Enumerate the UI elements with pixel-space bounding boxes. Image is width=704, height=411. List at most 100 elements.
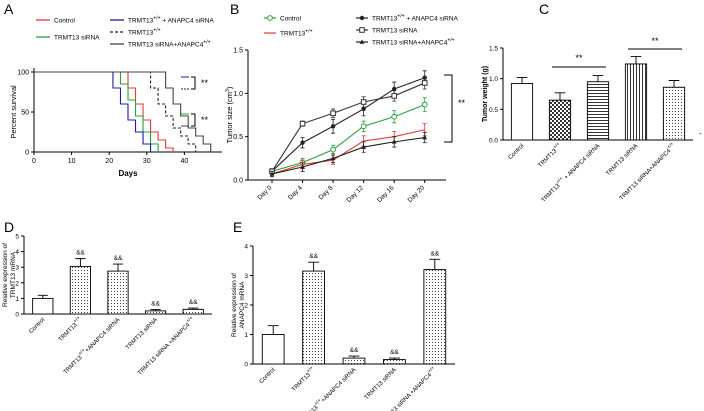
y-tick-label: 3 xyxy=(244,273,248,280)
x-tick-label-4: TRMT13 siRNA +ANAPC4+/+ xyxy=(377,365,439,411)
marker-2 xyxy=(361,106,366,112)
series-line-1 xyxy=(271,129,425,175)
y-axis-title-line2: ANAPC4 mRNA xyxy=(239,281,246,329)
y-tick-label: 1.0 xyxy=(233,91,243,98)
bar-3 xyxy=(624,63,648,141)
marker-0 xyxy=(391,113,398,120)
error-bar-0 xyxy=(267,325,279,335)
bar-1 xyxy=(548,99,572,141)
x-tick-label-0: Control xyxy=(259,367,277,385)
survival-line-4 xyxy=(34,71,212,152)
y-axis-title: Tumor weight (g) xyxy=(482,66,489,122)
stray-mark: - xyxy=(699,129,702,138)
y-tick-label: 3 xyxy=(15,265,19,272)
x-tick-label: 40 xyxy=(181,158,189,165)
y-tick-label: 0.0 xyxy=(233,178,243,185)
panel-a-letter: A xyxy=(4,1,14,17)
marker-legend-3 xyxy=(359,27,365,33)
error-bar-2 xyxy=(348,355,360,359)
bar-2 xyxy=(342,357,366,365)
bar-1 xyxy=(302,270,325,365)
panel-b-tumor-size-chart: B 0.0 0.5 1.0 1.5 Day 0 Day 4 Day 8 Day 12 Day 16… xyxy=(225,1,466,204)
sig-label: ** xyxy=(458,98,466,108)
x-tick-label-2: TRMT13+/++ANAPC4 siRNA xyxy=(61,315,122,376)
series-line-4 xyxy=(271,136,425,175)
panel-e-letter: E xyxy=(233,219,242,235)
error-bar-3 xyxy=(630,56,642,64)
marker-0 xyxy=(330,146,336,153)
marker-4 xyxy=(300,164,305,169)
bar-annotation-1: && xyxy=(309,253,318,260)
x-tick-label: Day 0 xyxy=(256,184,273,201)
y-tick-label: 1.0 xyxy=(489,76,498,83)
panel-d-letter: D xyxy=(4,219,14,235)
sig-label: ** xyxy=(651,36,659,46)
legend-label-4: TRMT13 siRNA+ANAPC4+/+ xyxy=(372,38,455,47)
y-axis-title-line1: Relative expression of xyxy=(231,273,238,337)
y-tick-label: 100 xyxy=(17,70,29,77)
panel-d-trmt13-expression-chart: D 0 1 2 3 4 5 Control && TRMT13+/+ && TRMT13+/++ANA… xyxy=(2,219,212,377)
legend-label-1: TRMT13 siRNA xyxy=(54,35,100,42)
y-tick-label: 0 xyxy=(244,362,248,369)
y-tick-label: 0.5 xyxy=(233,134,243,141)
error-bar-1 xyxy=(75,258,86,267)
y-tick-label: 2 xyxy=(15,280,19,287)
x-tick-label-3: TRMT13 siRNA xyxy=(125,317,159,351)
marker-2 xyxy=(300,140,305,145)
panel-c-letter: C xyxy=(539,1,549,17)
x-tick-label-3: TRMT13 siRNA xyxy=(605,143,639,177)
y-tick-label: 4 xyxy=(15,249,19,256)
error-bar-2 xyxy=(592,75,604,82)
bar-annotation-3: && xyxy=(390,349,399,356)
survival-line-0 xyxy=(34,71,174,152)
sig-label: ** xyxy=(201,78,209,88)
bar-annotation-4: && xyxy=(189,299,198,306)
marker-legend-2 xyxy=(359,15,365,21)
bar-3 xyxy=(144,310,167,315)
marker-2 xyxy=(391,86,397,92)
x-tick-label-1: TRMT13+/+ xyxy=(535,141,563,169)
bar-4 xyxy=(182,308,204,315)
y-axis-title-line2: TRMT13 mRNA xyxy=(10,251,17,298)
bar-0 xyxy=(261,334,285,365)
marker-4 xyxy=(330,155,336,161)
panel-c-tumor-weight-chart: C 0.0 0.5 1.0 1.5 Control TRMT13+/+TRMT13+/+ +… xyxy=(482,1,702,204)
panel-a-survival-chart: A 0 10 20 30 40 0 50 100 Days Percent survival Cont… xyxy=(4,1,222,178)
x-tick-label-1: TRMT13+/+ xyxy=(56,315,84,343)
x-tick-label: Day 16 xyxy=(376,184,396,204)
survival-line-1 xyxy=(34,71,159,152)
x-tick-label: Day 4 xyxy=(287,184,304,201)
error-bar-4 xyxy=(668,80,680,88)
bar-4 xyxy=(662,86,686,141)
x-tick-label-2: TRMT13+/++ANAPC4 siRNA xyxy=(297,365,358,411)
bar-annotation-2: && xyxy=(114,255,123,262)
x-tick-label: 10 xyxy=(68,158,76,165)
x-tick-label-1: TRMT13+/+ xyxy=(289,365,317,393)
x-tick-label: Day 20 xyxy=(407,184,427,204)
marker-legend-0 xyxy=(267,15,273,21)
y-tick-label: 5 xyxy=(15,234,19,241)
sig-bracket xyxy=(444,74,453,143)
legend-label-3: TRMT13 siRNA xyxy=(372,28,418,35)
marker-3 xyxy=(299,120,306,127)
marker-3 xyxy=(391,93,397,99)
x-tick-label-3: TRMT13 siRNA xyxy=(364,367,398,401)
x-tick-label: 20 xyxy=(105,158,113,165)
y-axis-title: Tumor size (cm3) xyxy=(225,86,234,143)
legend-label-2: TRMT13+/+ + ANAPC4 siRNA xyxy=(372,14,458,23)
y-tick-label: 0 xyxy=(15,312,19,319)
x-tick-label: 0 xyxy=(32,158,36,165)
y-tick-label: 0.5 xyxy=(489,107,498,114)
y-tick-label: 0.0 xyxy=(489,138,498,145)
y-tick-label: 4 xyxy=(244,244,248,251)
bar-4 xyxy=(423,269,447,365)
y-tick-label: 1 xyxy=(244,332,248,339)
legend-label-1: TRMT13+/+ xyxy=(280,29,313,38)
x-axis-title: Days xyxy=(118,169,138,178)
x-tick-label: Day 8 xyxy=(318,184,335,201)
y-tick-label: 50 xyxy=(21,110,29,117)
marker-3 xyxy=(421,80,428,86)
y-axis-title-line1: Relative expression of xyxy=(2,243,9,307)
legend-label-0: Control xyxy=(54,18,76,25)
